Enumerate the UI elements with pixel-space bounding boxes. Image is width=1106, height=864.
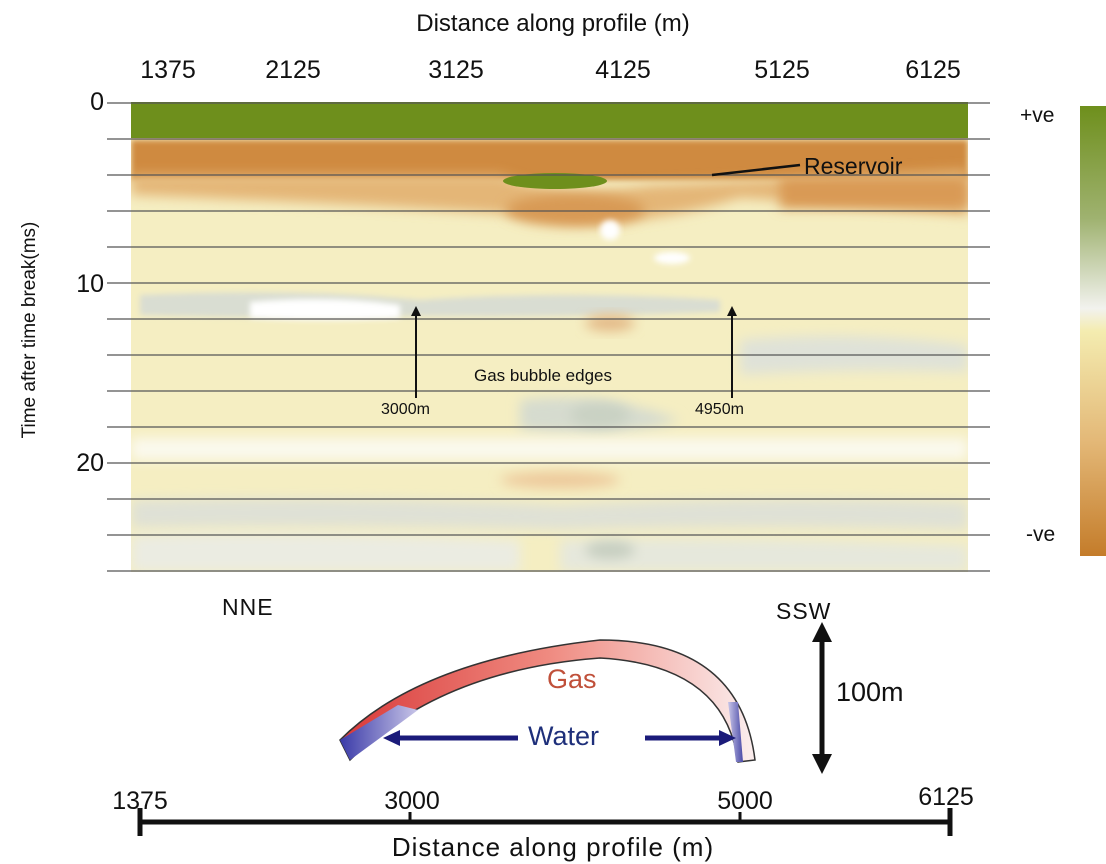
top-tick-3125: 3125 bbox=[428, 56, 484, 84]
gas-dome-cross-section bbox=[339, 639, 756, 763]
top-tick-2125: 2125 bbox=[265, 56, 321, 84]
bottom-axis-title: Distance along profile (m) bbox=[391, 832, 715, 862]
top-axis-title: Distance along profile (m) bbox=[416, 10, 690, 37]
y-axis-title: Time after time break(ms) bbox=[19, 221, 40, 439]
top-tick-6125: 6125 bbox=[905, 56, 961, 84]
top-tick-4125: 4125 bbox=[595, 56, 651, 84]
colorbar-bottom-label: -ve bbox=[1026, 523, 1056, 546]
direction-ssw: SSW bbox=[776, 598, 832, 624]
bottom-tick-5000: 5000 bbox=[717, 787, 773, 815]
seismic-section bbox=[131, 102, 968, 572]
right-edge-label: 4950m bbox=[695, 401, 744, 418]
reservoir-pointer bbox=[711, 163, 801, 177]
top-tick-1375: 1375 bbox=[140, 56, 196, 84]
water-label: Water bbox=[528, 721, 600, 751]
y-tick-10: 10 bbox=[76, 270, 104, 298]
left-edge-label: 3000m bbox=[381, 401, 430, 418]
reservoir-label: Reservoir bbox=[804, 153, 903, 179]
colorbar bbox=[1080, 106, 1106, 556]
bottom-tick-6125: 6125 bbox=[918, 783, 974, 811]
water-arrow bbox=[383, 730, 736, 746]
y-tick-0: 0 bbox=[90, 88, 104, 116]
time-gridlines bbox=[107, 102, 990, 572]
bottom-tick-1375: 1375 bbox=[112, 787, 168, 815]
colorbar-top-label: +ve bbox=[1020, 104, 1055, 127]
vertical-scale-arrow bbox=[812, 622, 832, 774]
gas-label: Gas bbox=[547, 664, 597, 694]
bottom-scale-bar bbox=[137, 808, 953, 836]
direction-nne: NNE bbox=[222, 594, 274, 620]
bottom-tick-3000: 3000 bbox=[384, 787, 440, 815]
gas-bubble-edges-label: Gas bubble edges bbox=[474, 366, 612, 385]
top-tick-5125: 5125 bbox=[754, 56, 810, 84]
gas-edge-arrows bbox=[411, 306, 737, 398]
scale-100m-label: 100m bbox=[836, 677, 904, 707]
y-tick-20: 20 bbox=[76, 449, 104, 477]
